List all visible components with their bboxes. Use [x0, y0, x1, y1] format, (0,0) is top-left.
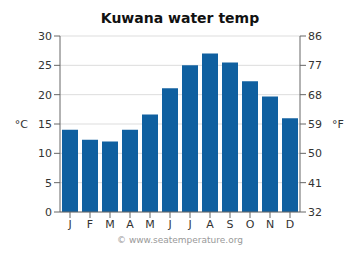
svg-text:M: M	[105, 218, 115, 231]
svg-text:10: 10	[38, 147, 52, 160]
svg-text:°F: °F	[332, 118, 344, 131]
svg-text:A: A	[206, 218, 214, 231]
svg-text:68: 68	[308, 89, 322, 102]
svg-text:N: N	[266, 218, 274, 231]
svg-text:D: D	[286, 218, 294, 231]
svg-text:J: J	[187, 218, 191, 231]
svg-text:59: 59	[308, 118, 322, 131]
svg-text:M: M	[145, 218, 155, 231]
html-text:© www.seatemperature.org: © www.seatemperature.org	[117, 235, 243, 245]
svg-text:O: O	[246, 218, 255, 231]
svg-text:50: 50	[308, 147, 322, 160]
svg-text:5: 5	[45, 177, 52, 190]
svg-text:41: 41	[308, 177, 322, 190]
svg-text:A: A	[126, 218, 134, 231]
svg-text:J: J	[167, 218, 171, 231]
svg-text:15: 15	[38, 118, 52, 131]
svg-text:°C: °C	[15, 118, 29, 131]
svg-text:J: J	[67, 218, 71, 231]
svg-text:0: 0	[45, 206, 52, 219]
svg-text:S: S	[227, 218, 234, 231]
svg-text:F: F	[87, 218, 93, 231]
svg-text:86: 86	[308, 30, 322, 43]
svg-text:32: 32	[308, 206, 322, 219]
svg-text:77: 77	[308, 59, 322, 72]
html-text:Kuwana water temp: Kuwana water temp	[100, 10, 260, 26]
svg-text:20: 20	[38, 89, 52, 102]
svg-text:25: 25	[38, 59, 52, 72]
svg-text:30: 30	[38, 30, 52, 43]
